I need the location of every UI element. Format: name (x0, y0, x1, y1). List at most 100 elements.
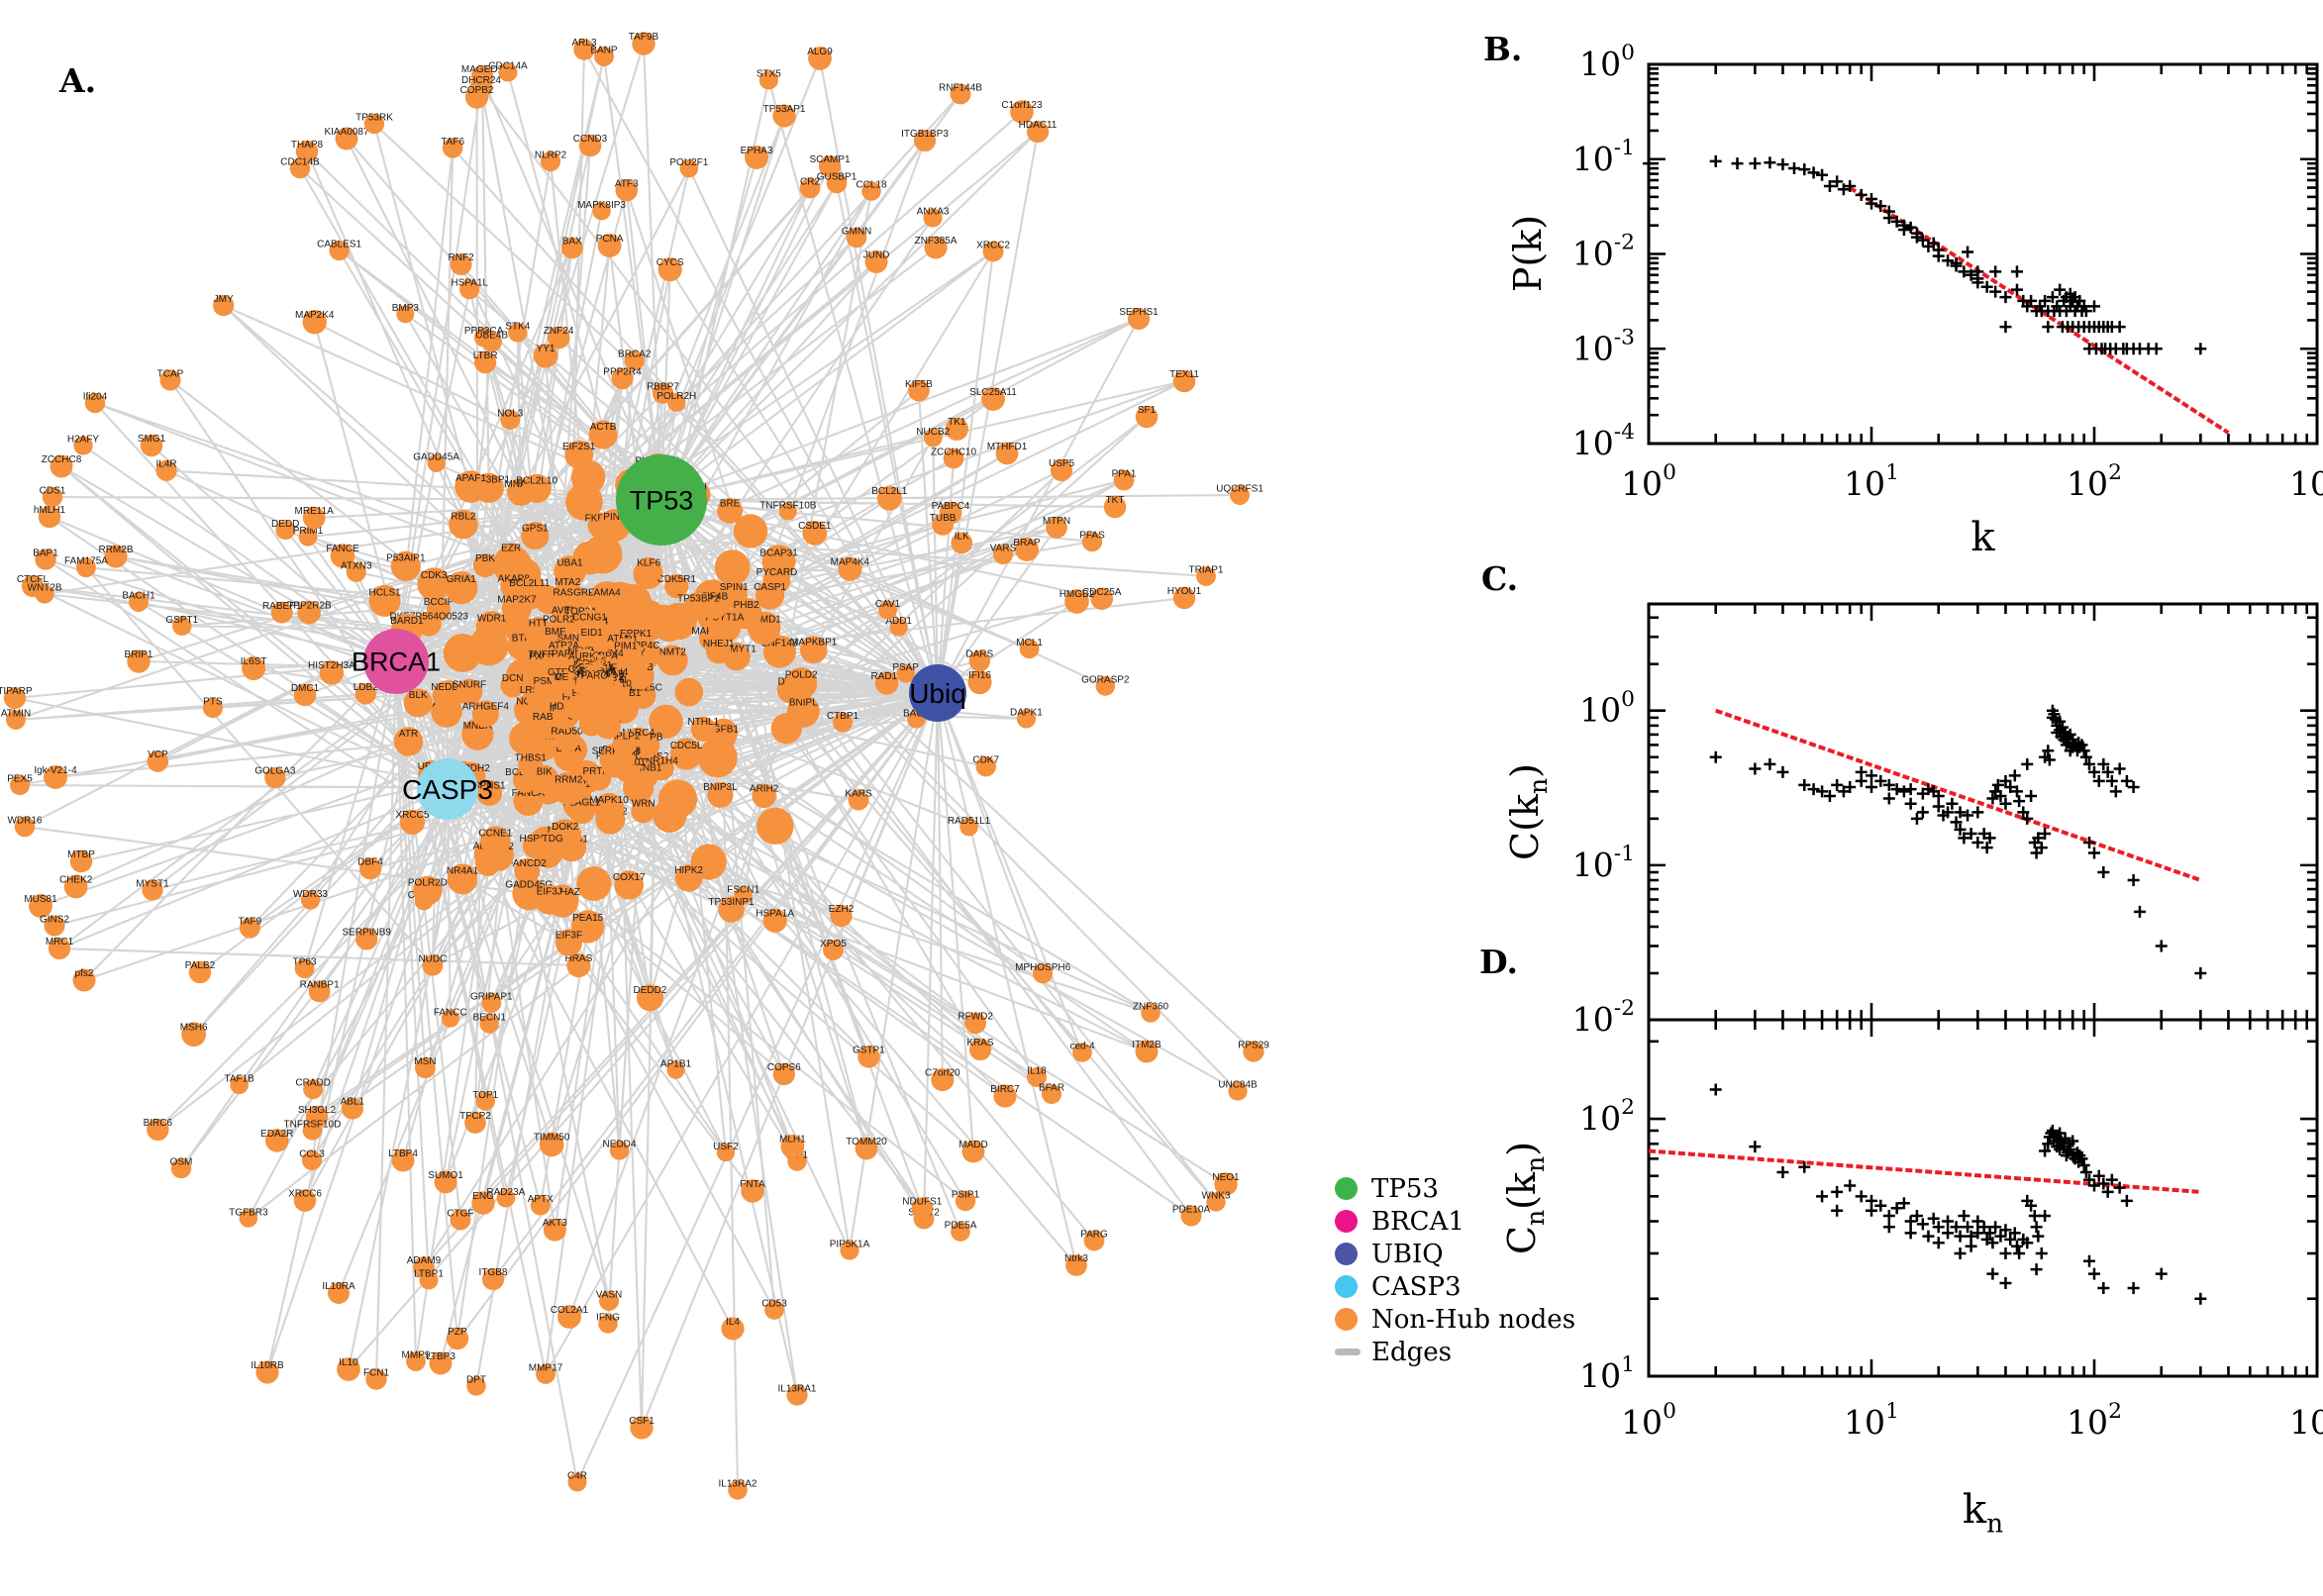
network-node-label: HSPA9 (520, 834, 552, 845)
network-node (69, 849, 93, 873)
network-node-label: BRE (720, 498, 741, 509)
network-node-label: UBE4B (475, 330, 508, 341)
data-point (1971, 806, 1984, 819)
network-node (717, 497, 744, 524)
network-node-label: FSCN1 (727, 884, 759, 895)
network-node-label: PABPC4 (932, 501, 970, 512)
network-node (295, 140, 319, 163)
data-point (1709, 1083, 1722, 1096)
data-point (1942, 806, 1955, 819)
legend-item-edges: Edges (1335, 1336, 1575, 1368)
legend-label: Non-Hub nodes (1371, 1304, 1576, 1335)
network-node-label: TK1 (948, 417, 966, 428)
network-node-label: RAB4A (533, 712, 565, 723)
network-node (1081, 531, 1103, 552)
network-node-label: TRIAP1 (1188, 565, 1223, 576)
network-node (35, 549, 56, 570)
network-node-label: HRAS (564, 953, 592, 964)
network-node-label: ALG9 (807, 47, 833, 57)
network-node-label: LTBP3 (426, 1351, 455, 1362)
network-node (255, 1360, 279, 1384)
network-node-label: pfs2 (75, 968, 94, 979)
network-node (330, 544, 355, 568)
data-point (1897, 224, 1910, 237)
axis-ticks (1647, 1020, 2319, 1378)
network-node-label: MRC1 (46, 937, 74, 948)
hub-node-casp3 (417, 758, 478, 820)
data-point (2088, 1267, 2100, 1280)
network-node (335, 127, 358, 150)
data-point (2039, 1145, 2052, 1157)
legend-label: TP53 (1371, 1173, 1439, 1204)
network-node-label: CABLES1 (317, 239, 361, 249)
network-node-label: H2AFY (67, 435, 100, 446)
network-node (578, 627, 605, 653)
data-point (2194, 1292, 2207, 1305)
data-point (1954, 823, 1967, 836)
network-node-label: EIF2S1 (562, 442, 596, 452)
network-node-label: TNFRSF10D (284, 1119, 342, 1130)
network-node-label: ATF3 (615, 178, 639, 189)
network-node (446, 1327, 469, 1350)
network-node (498, 543, 524, 567)
network-node (1026, 120, 1050, 144)
network-node-label: IL18 (1027, 1066, 1047, 1077)
network-node-label: Igk-V21-4 (34, 765, 77, 776)
data-point (1991, 778, 2004, 791)
data-point (1994, 1230, 2007, 1243)
data-point (1643, 157, 1655, 170)
network-node (140, 434, 163, 457)
network-node-label: SLC25A11 (969, 387, 1017, 398)
data-point (1942, 254, 1955, 267)
network-node-label: ADD1 (885, 616, 912, 627)
network-node-label: BRIP1 (125, 649, 153, 660)
network-node-label: IL13RA1 (778, 1383, 817, 1394)
data-point (2075, 739, 2088, 751)
network-node-label: NEDD8 (431, 682, 464, 693)
network-node (543, 1218, 566, 1242)
network-node (967, 670, 992, 695)
network-node (981, 387, 1005, 411)
network-node-label: RRM2B (98, 545, 133, 555)
network-node (275, 520, 296, 541)
panel-c-plot: 100 10-1 10-2 C(kn) (1503, 602, 2319, 1039)
network-node-label: TDG (543, 834, 563, 845)
data-point (1749, 1141, 1762, 1153)
network-node (264, 766, 286, 789)
x-axis-title: kn (1963, 1487, 2003, 1540)
network-node (475, 611, 508, 644)
network-node (534, 884, 564, 915)
network-node-label: CAV1 (875, 599, 901, 610)
network-node-label: PFAS (1079, 530, 1105, 541)
data-point (1882, 792, 1895, 805)
network-node (501, 592, 533, 624)
network-node-label: PPP2R2B (287, 600, 332, 611)
network-node (355, 928, 378, 950)
network-node (142, 879, 163, 901)
network-node (992, 544, 1014, 565)
fit-line (1715, 708, 2202, 882)
network-node-label: PEA15 (572, 913, 604, 924)
data-point (1927, 237, 1940, 249)
data-point (2013, 795, 2026, 808)
network-node-label: XRCC5 (396, 810, 430, 821)
network-node-label: BNIP3L (703, 782, 738, 793)
unlabeled-node (733, 514, 768, 549)
network-node-label: ITGB1BP3 (901, 129, 949, 140)
network-node-label: FANCE (326, 544, 359, 554)
data-point (2120, 1194, 2133, 1207)
y-tick-label: 10-1 (1572, 136, 1635, 178)
network-node (341, 1097, 363, 1120)
data-point (2035, 842, 2048, 854)
network-node-label: SPNS1 (473, 780, 506, 791)
data-point (2079, 750, 2092, 763)
network-node-label: MCL1 (1016, 638, 1043, 648)
network-node-label: FANCA (512, 788, 546, 799)
network-node (508, 323, 528, 343)
network-node (213, 294, 235, 317)
network-node (390, 550, 421, 581)
network-node-label: DAPK1 (1010, 708, 1043, 719)
network-node-label: RNF144B (939, 82, 982, 93)
network-node (802, 520, 828, 546)
network-node-label: Ntrk3 (1064, 1253, 1088, 1264)
